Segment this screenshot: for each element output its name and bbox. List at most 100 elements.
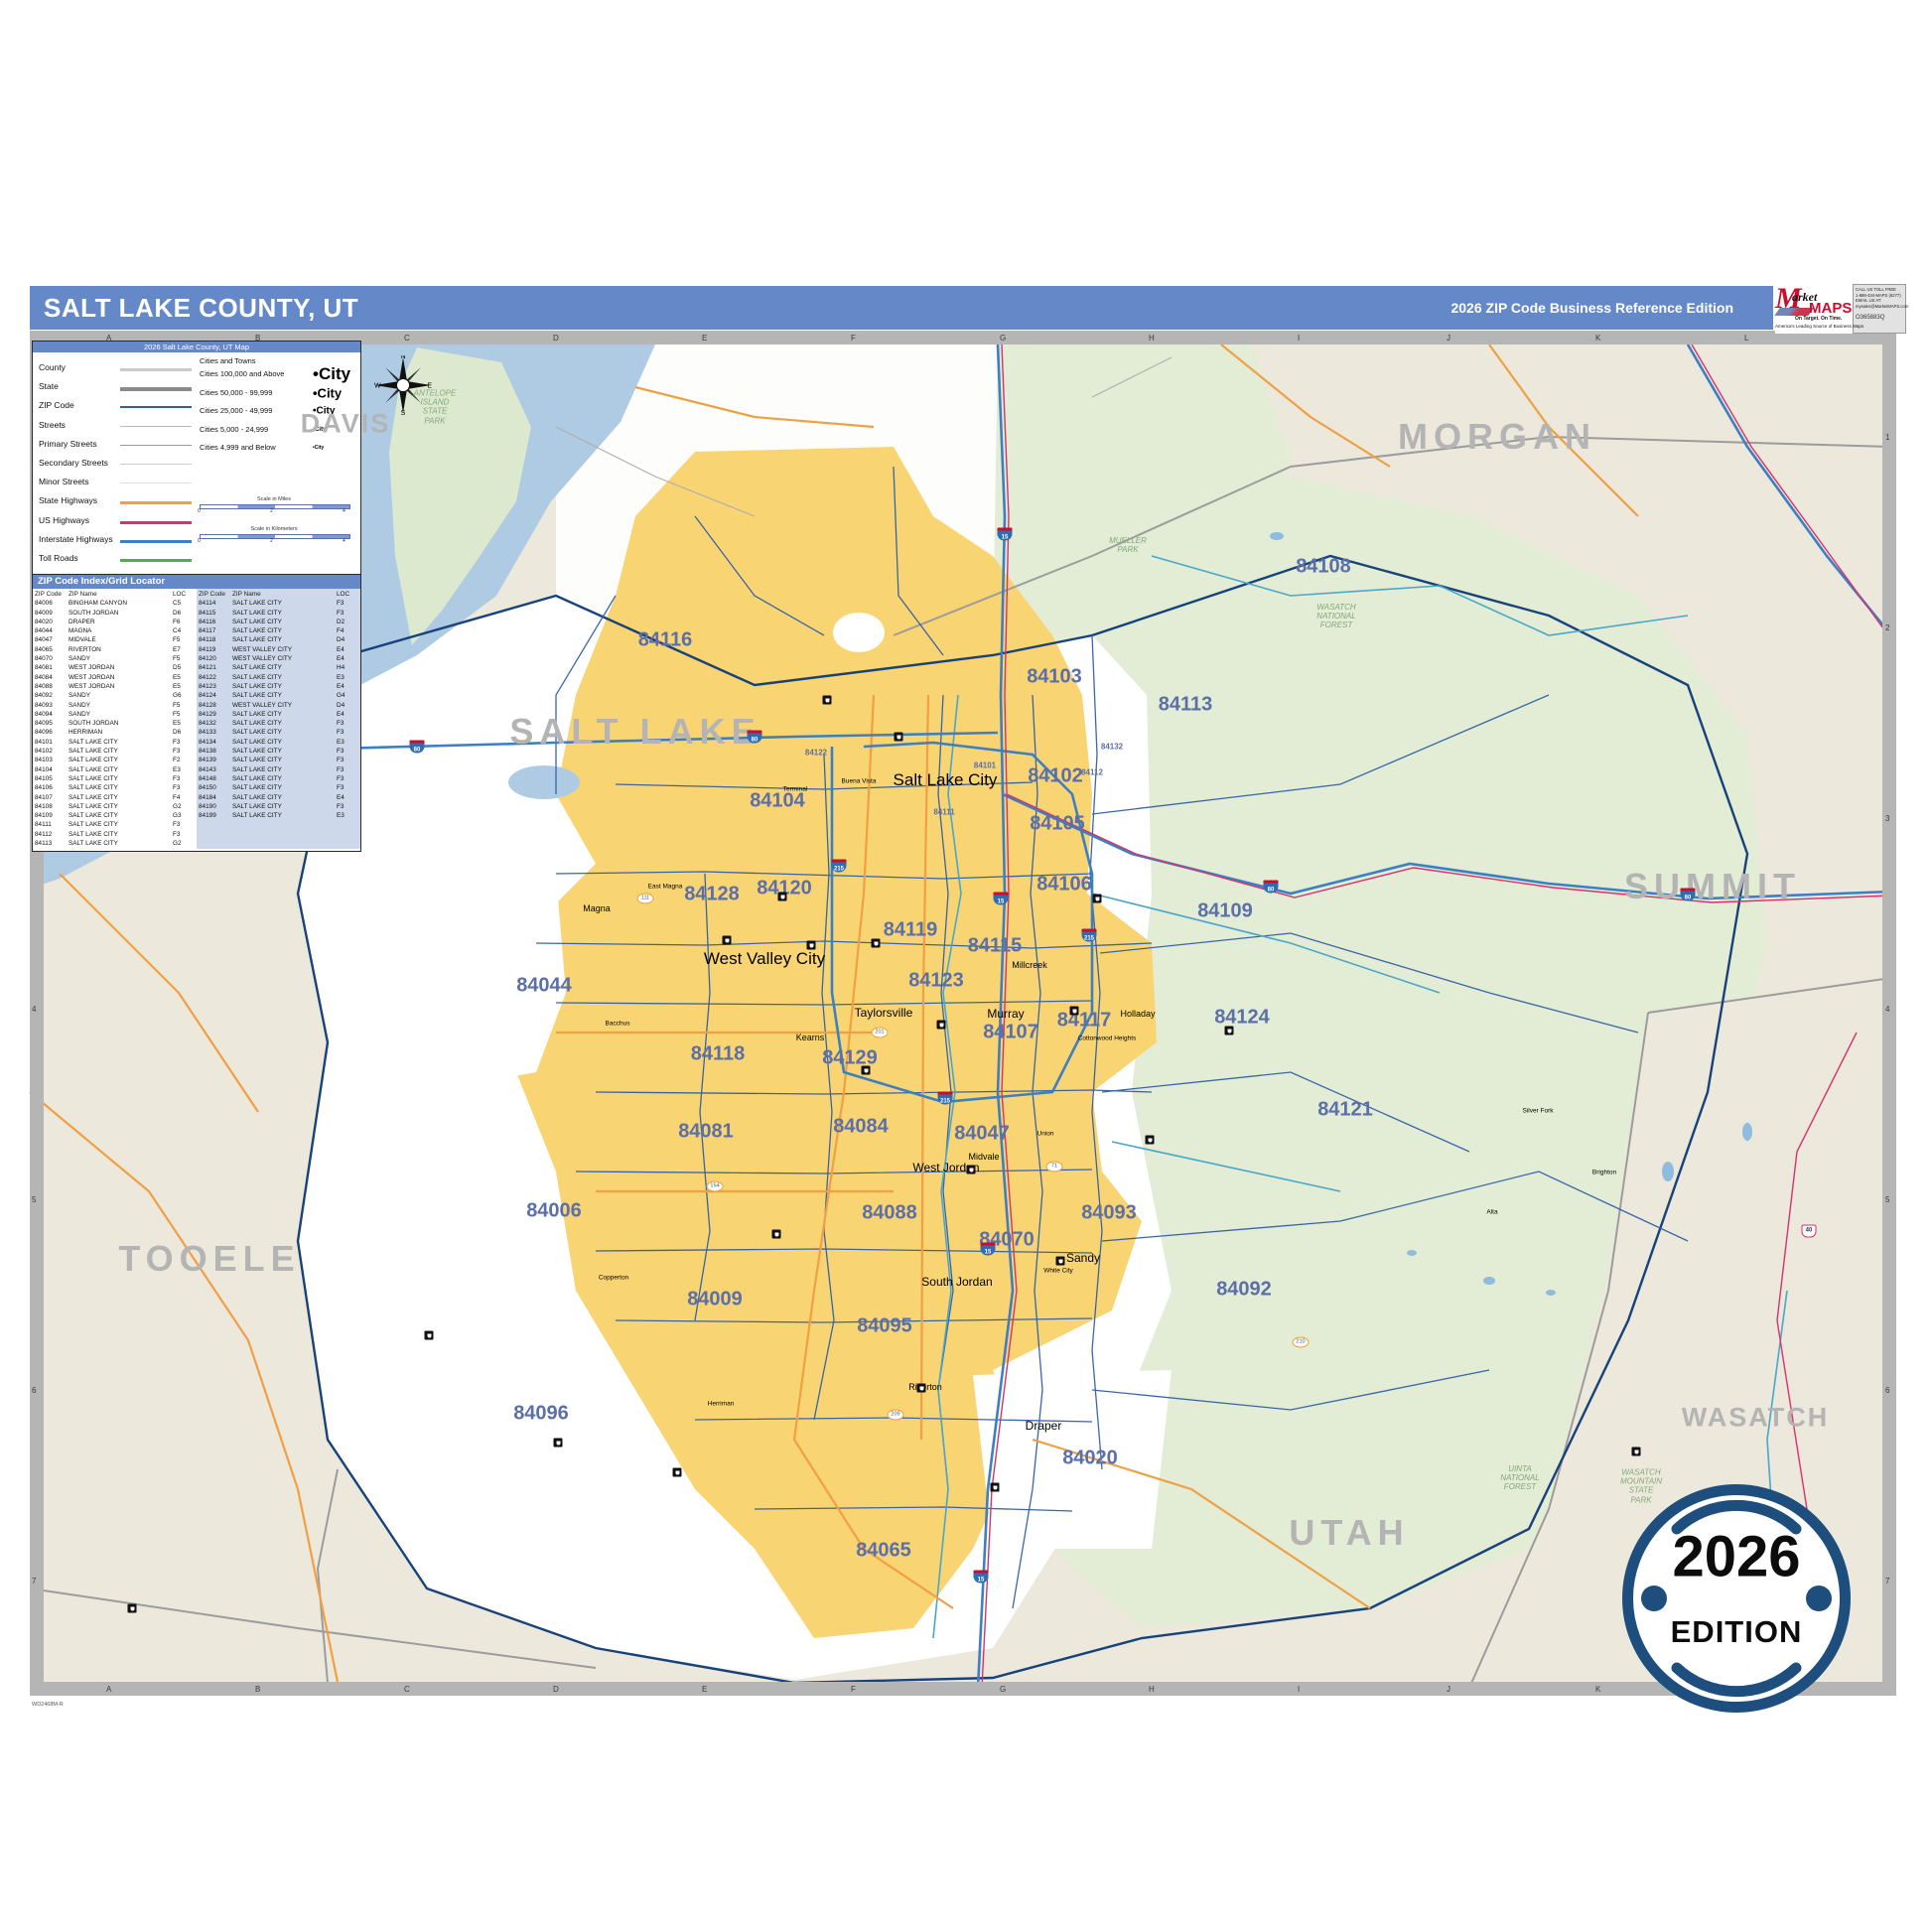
index-cell-loc: E4	[337, 645, 345, 653]
poi-icon	[894, 732, 903, 742]
scale-tick: 2	[270, 508, 273, 514]
index-cell-name: SALT LAKE CITY	[69, 774, 118, 782]
index-cell-zip: 84128	[199, 701, 216, 709]
grid-letter: F	[851, 334, 856, 343]
grid-letter: I	[1298, 1685, 1301, 1694]
index-cell-loc: E3	[337, 738, 345, 746]
index-cell-name: SANDY	[69, 710, 91, 718]
index-cell-name: SALT LAKE CITY	[232, 636, 282, 644]
index-cell-zip: 84129	[199, 710, 216, 718]
index-cell-zip: 84150	[199, 784, 216, 792]
grid-letter: A	[106, 334, 112, 343]
title-bar: SALT LAKE COUNTY, UT 2026 ZIP Code Busin…	[30, 286, 1773, 330]
poi-icon	[127, 1603, 137, 1613]
index-cell-loc: F3	[337, 720, 345, 728]
poi-icon	[1055, 1256, 1065, 1266]
state-route-shield-icon: 71	[1045, 1161, 1063, 1173]
grid-letter: K	[1595, 334, 1601, 343]
index-cell-zip: 84116	[199, 618, 216, 625]
badge-dot-left	[1641, 1586, 1667, 1611]
index-cell-zip: 84104	[35, 765, 53, 773]
logo-maps: MAPS	[1809, 300, 1853, 317]
interstate-shield-icon: 15	[973, 1570, 989, 1584]
legend-city-class-label: Cities 50,000 - 99,999	[200, 387, 273, 397]
index-cell-loc: E7	[173, 645, 181, 653]
index-cell-name: RIVERTON	[69, 645, 101, 653]
legend-row-label: Secondary Streets	[39, 458, 108, 468]
legend-city-sample: •City	[313, 364, 351, 383]
index-cell-name: SALT LAKE CITY	[232, 710, 282, 718]
index-cell-loc: F3	[337, 784, 345, 792]
poi-icon	[553, 1438, 563, 1448]
index-cell-name: SALT LAKE CITY	[69, 802, 118, 810]
legend-city-sample: •City	[313, 445, 325, 451]
index-cell-zip: 84102	[35, 748, 53, 756]
index-cell-name: SALT LAKE CITY	[69, 812, 118, 820]
index-cell-zip: 84107	[35, 793, 53, 801]
index-cell-zip: 84006	[35, 600, 53, 608]
index-cell-loc: D6	[173, 609, 182, 617]
legend-line-sample-secondary	[120, 464, 192, 465]
index-cell-zip: 84044	[35, 627, 53, 635]
logo-contact-box: CALL US TOLL FREE 1-888-434-MAPS (6277) EM…	[1853, 284, 1908, 334]
interstate-shield-icon: 80	[1680, 888, 1696, 901]
index-cell-name: SALT LAKE CITY	[232, 692, 282, 700]
index-cell-loc: E4	[337, 710, 345, 718]
zip-index-right-columns: ZIP Code ZIP Name LOC 84114 SALT LAKE CITY F3…	[197, 589, 360, 849]
index-header: LOC	[173, 591, 187, 598]
index-cell-loc: G2	[173, 802, 182, 810]
grid-letter: C	[404, 334, 410, 343]
legend-line-sample-streets	[120, 425, 192, 427]
grid-number: 6	[1885, 1386, 1890, 1395]
index-cell-name: WEST JORDAN	[69, 664, 115, 672]
poi-icon	[424, 1330, 434, 1340]
grid-letter: B	[255, 1685, 261, 1694]
index-cell-zip: 84134	[199, 738, 216, 746]
logo-m: M	[1775, 282, 1802, 315]
state-route-shield-icon: 154	[706, 1180, 724, 1192]
zip-index-left-columns: ZIP Code ZIP Name LOC 84006 BINGHAM CANYON C5…	[33, 589, 197, 849]
index-cell-loc: E5	[173, 673, 181, 681]
index-cell-zip: 84133	[199, 729, 216, 737]
index-cell-name: SALT LAKE CITY	[69, 793, 118, 801]
legend-line-sample-zip	[120, 406, 192, 409]
logo-code: O365883Q	[1856, 314, 1885, 321]
grid-letter: B	[255, 334, 261, 343]
grid-bar-top	[30, 331, 1896, 345]
scale-title: Scale in Kilometers	[250, 526, 298, 532]
index-cell-name: WEST JORDAN	[69, 682, 115, 690]
index-cell-name: MAGNA	[69, 627, 92, 635]
index-cell-loc: F4	[173, 793, 181, 801]
badge-edition-word: EDITION	[1670, 1614, 1803, 1649]
index-header: LOC	[337, 591, 350, 598]
index-cell-zip: 84123	[199, 682, 216, 690]
index-cell-zip: 84121	[199, 664, 216, 672]
scale-tick: 2	[270, 538, 273, 544]
index-cell-loc: E5	[173, 682, 181, 690]
index-cell-zip: 84148	[199, 774, 216, 782]
index-cell-loc: F3	[337, 802, 345, 810]
poi-icon	[1145, 1135, 1155, 1145]
grid-number: 3	[1885, 814, 1890, 823]
index-cell-name: SALT LAKE CITY	[69, 821, 118, 829]
scale-tick: 0	[198, 538, 201, 544]
index-cell-loc: F5	[173, 655, 181, 663]
grid-number: 5	[1885, 1195, 1890, 1204]
park-label: UINTA NATIONAL FOREST	[1500, 1464, 1540, 1492]
index-cell-name: SALT LAKE CITY	[232, 802, 282, 810]
index-cell-zip: 84088	[35, 682, 53, 690]
index-cell-name: SALT LAKE CITY	[232, 738, 282, 746]
badge-year: 2026	[1672, 1524, 1801, 1589]
legend-city-class-label: Cities 5,000 - 24,999	[200, 424, 269, 434]
index-cell-zip: 84081	[35, 664, 53, 672]
index-cell-zip: 84094	[35, 710, 53, 718]
zip-index-table: ZIP Code ZIP Name LOC 84006 BINGHAM CANYON C5…	[33, 589, 360, 849]
index-cell-loc: G3	[173, 812, 182, 820]
us-route-shield-icon: 40	[1801, 1224, 1817, 1238]
legend-line-sample-county	[120, 368, 192, 371]
index-cell-zip: 84132	[199, 720, 216, 728]
index-cell-loc: F3	[337, 609, 345, 617]
index-cell-name: SALT LAKE CITY	[232, 784, 282, 792]
map-title: SALT LAKE COUNTY, UT	[44, 292, 359, 323]
state-route-shield-icon: 210	[1292, 1336, 1310, 1348]
